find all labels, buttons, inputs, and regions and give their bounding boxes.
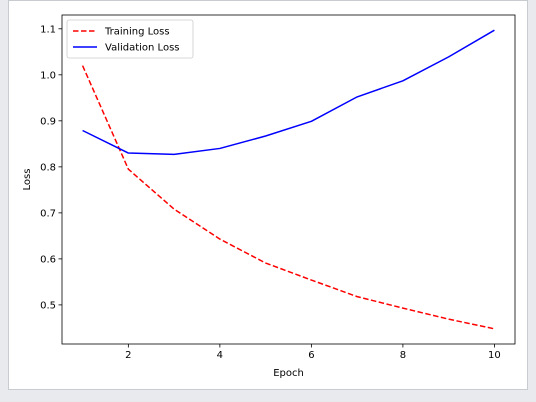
axes-frame	[61, 14, 516, 345]
plot-area	[62, 15, 515, 344]
axes-layer: 2 4 6 8 10 0.5 0.6 0.7 0.8 0.9 1.0 1.1	[40, 14, 516, 361]
y-tick-label: 0.9	[40, 116, 56, 127]
y-tick-label: 0.7	[40, 208, 56, 219]
legend-label-0: Training Loss	[104, 27, 170, 38]
series-line-0	[81, 65, 495, 330]
x-tick-label: 2	[125, 350, 131, 361]
y-tick-label: 1.1	[40, 24, 56, 35]
y-tick-label: 0.6	[40, 254, 56, 265]
series-layer	[81, 29, 495, 330]
x-tick-label: 4	[217, 350, 223, 361]
legend-box	[66, 19, 194, 59]
series-line-1	[82, 29, 495, 156]
x-axis-label: Epoch	[273, 368, 304, 379]
bottom-scroll-strip	[0, 392, 536, 402]
legend: Training Loss Validation Loss	[66, 19, 194, 59]
x-tick-label: 10	[488, 350, 501, 361]
y-axis-label: Loss	[22, 169, 33, 191]
y-tick-label: 0.8	[40, 162, 56, 173]
plot-background	[62, 15, 515, 344]
y-tick-label: 1.0	[40, 70, 56, 81]
legend-label-1: Validation Loss	[105, 43, 180, 54]
x-tick-label: 6	[308, 350, 314, 361]
x-tick-label: 8	[400, 350, 406, 361]
y-tick-label: 0.5	[40, 300, 56, 311]
